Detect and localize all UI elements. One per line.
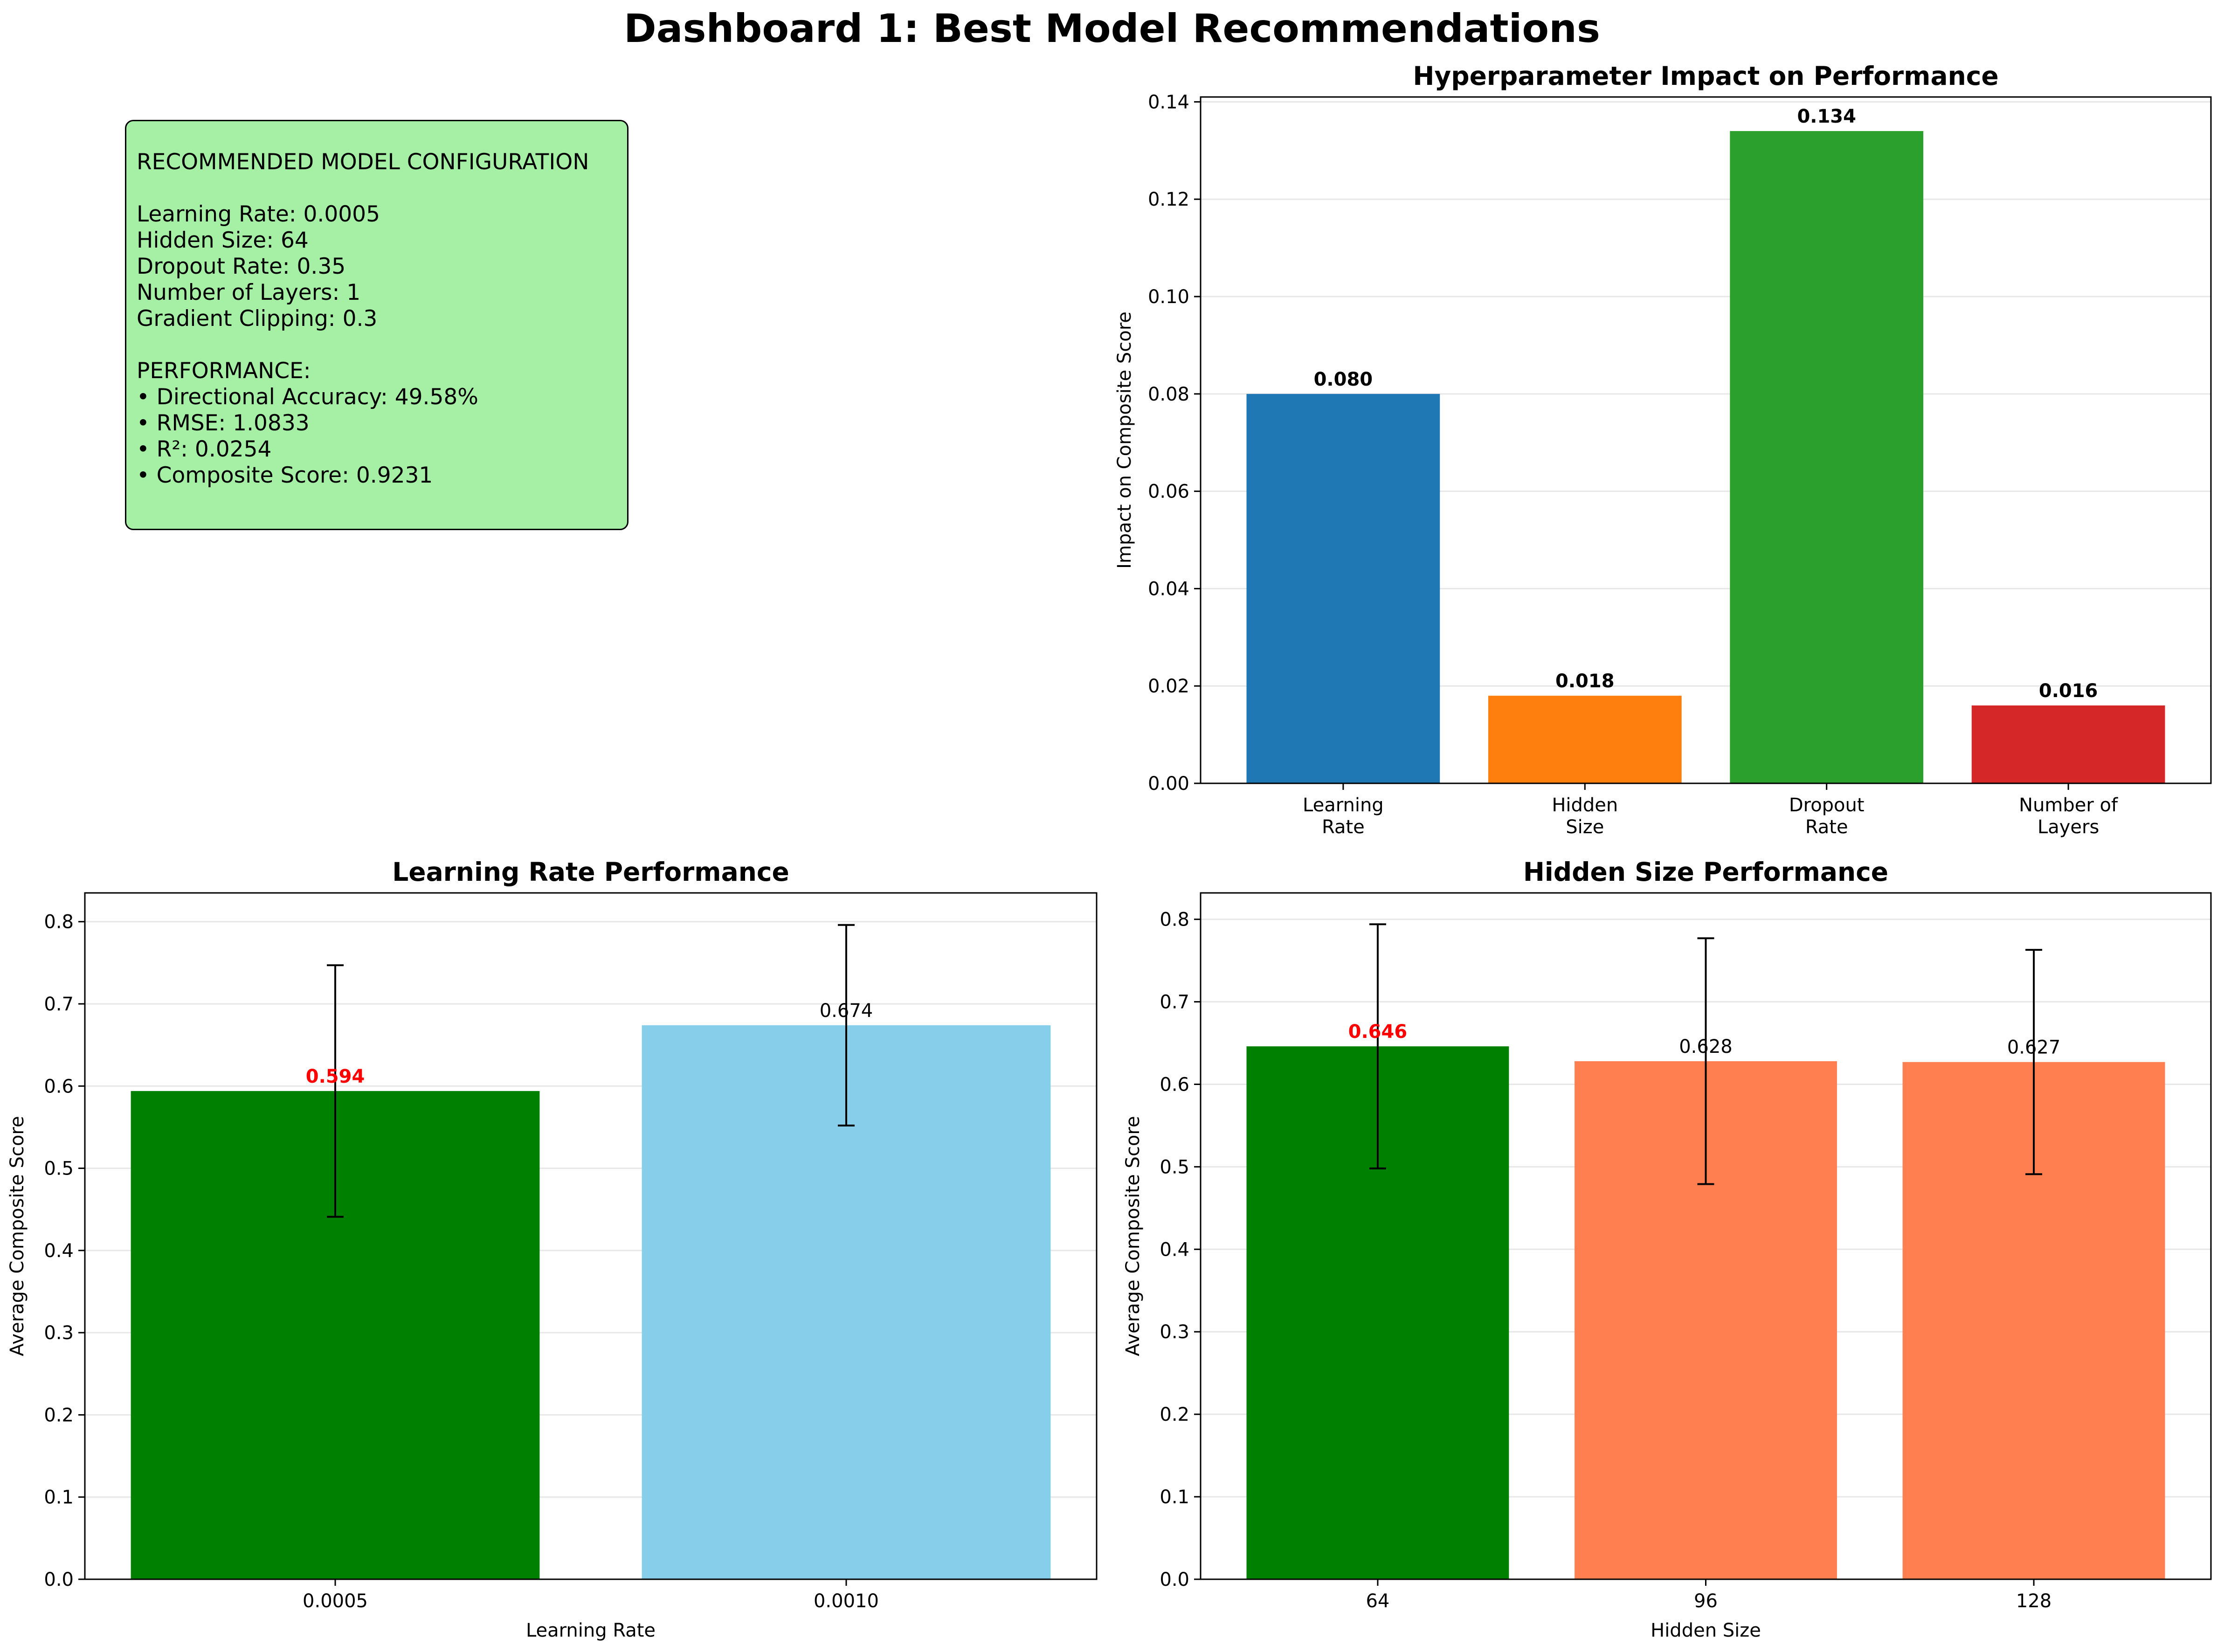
y-tick-label: 0.14	[1148, 91, 1189, 113]
x-tick-label: Number of Layers	[2019, 795, 2118, 838]
y-tick-label: 0.6	[44, 1076, 74, 1097]
x-axis-label-hs: Hidden Size	[1651, 1620, 1761, 1641]
value-label-impact-3: 0.016	[2039, 680, 2098, 702]
value-label-impact-2: 0.134	[1797, 106, 1856, 127]
y-tick-label: 0.7	[1160, 992, 1189, 1013]
y-tick-label: 0.08	[1148, 384, 1189, 405]
performance-rmse: • RMSE: 1.0833	[137, 410, 310, 436]
config-gradient-clipping: Gradient Clipping: 0.3	[137, 306, 378, 332]
x-tick-label: 128	[2016, 1590, 2051, 1612]
y-tick-label: 0.06	[1148, 481, 1189, 503]
y-tick-label: 0.8	[44, 912, 74, 933]
error-bar-lr-1	[837, 924, 855, 1127]
axes-frame	[84, 892, 1098, 1580]
y-tick-label: 0.00	[1148, 773, 1189, 795]
y-tick-label: 0.0	[1160, 1569, 1189, 1590]
performance-heading: PERFORMANCE:	[137, 358, 311, 384]
config-number-of-layers: Number of Layers: 1	[137, 280, 361, 305]
y-tick-label: 0.1	[44, 1487, 74, 1508]
performance-r2: • R²: 0.0254	[137, 436, 272, 462]
x-tick-label: 64	[1366, 1590, 1389, 1612]
x-axis-label-lr: Learning Rate	[526, 1620, 656, 1641]
y-tick-label: 0.04	[1148, 578, 1189, 600]
y-tick-label: 0.5	[1160, 1156, 1189, 1178]
y-tick-label: 0.3	[1160, 1321, 1189, 1343]
error-bar-hs-2	[2025, 949, 2043, 1175]
performance-composite-score: • Composite Score: 0.9231	[137, 463, 433, 488]
value-label-lr-0: 0.594	[306, 1066, 365, 1087]
value-label-hs-0: 0.646	[1348, 1021, 1408, 1043]
y-tick-label: 0.10	[1148, 286, 1189, 308]
bar-impact-2	[1730, 131, 1924, 783]
performance-directional-accuracy: • Directional Accuracy: 49.58%	[137, 384, 478, 410]
bar-impact-0	[1246, 394, 1440, 783]
chart-title-lr: Learning Rate Performance	[392, 857, 789, 887]
y-tick-label: 0.12	[1148, 189, 1189, 210]
y-tick-label: 0.0	[44, 1569, 74, 1590]
x-tick-label: Dropout Rate	[1789, 795, 1865, 838]
bar-impact-1	[1488, 696, 1682, 783]
value-label-impact-0: 0.080	[1314, 369, 1373, 390]
chart-hs: 0.646 0.628 0.627 0.0 0.1 0.2 0.3 0.4 0.5 0.6 0.7 0…	[1122, 857, 2212, 1641]
y-tick-label: 0.02	[1148, 676, 1189, 697]
y-tick-label: 0.7	[44, 994, 74, 1015]
y-axis-label-impact: Impact on Composite Score	[1114, 311, 1135, 569]
y-axis-label-hs: Average Composite Score	[1122, 1116, 1144, 1356]
y-axis-label-lr: Average Composite Score	[7, 1116, 28, 1356]
value-label-impact-1: 0.018	[1555, 670, 1615, 692]
value-label-lr-1: 0.674	[820, 1000, 873, 1022]
y-tick-label: 0.6	[1160, 1074, 1189, 1095]
value-label-hs-2: 0.627	[2007, 1037, 2061, 1058]
y-tick-label: 0.4	[44, 1240, 74, 1262]
config-hidden-size: Hidden Size: 64	[137, 228, 309, 253]
y-tick-label: 0.1	[1160, 1486, 1189, 1508]
y-tick-label: 0.3	[44, 1322, 74, 1344]
recommendation-heading: RECOMMENDED MODEL CONFIGURATION	[137, 149, 589, 175]
recommendation-box: RECOMMENDED MODEL CONFIGURATION Learning…	[125, 120, 629, 530]
axes-frame	[1200, 96, 2212, 784]
value-label-hs-1: 0.628	[1679, 1036, 1733, 1058]
config-dropout-rate: Dropout Rate: 0.35	[137, 254, 346, 279]
error-bar-hs-1	[1697, 937, 1714, 1185]
y-tick-label: 0.5	[44, 1158, 74, 1180]
x-tick-label: Learning Rate	[1303, 795, 1384, 838]
chart-lr: 0.594 0.674 0.0 0.1 0.2 0.3 0.4 0.5 0.6 0.7 0.8 0.0…	[7, 857, 1098, 1641]
dashboard-title: Dashboard 1: Best Model Recommendations	[624, 6, 1600, 51]
chart-title-impact: Hyperparameter Impact on Performance	[1413, 61, 1998, 91]
error-bar-hs-0	[1369, 923, 1386, 1169]
chart-impact: 0.080 0.018 0.134 0.016 0.00 0.02 0.04 0.06 0.08…	[1114, 61, 2212, 838]
bar-impact-3	[1971, 705, 2165, 783]
x-tick-label: 96	[1694, 1590, 1718, 1612]
x-tick-label: Hidden Size	[1552, 795, 1618, 838]
x-tick-label: 0.0010	[814, 1590, 879, 1612]
y-tick-label: 0.8	[1160, 909, 1189, 931]
x-tick-label: 0.0005	[303, 1590, 368, 1612]
y-tick-label: 0.2	[1160, 1404, 1189, 1425]
error-bar-lr-0	[327, 964, 344, 1218]
y-tick-label: 0.2	[44, 1404, 74, 1426]
chart-title-hs: Hidden Size Performance	[1523, 857, 1888, 887]
y-tick-label: 0.4	[1160, 1239, 1189, 1260]
config-learning-rate: Learning Rate: 0.0005	[137, 201, 380, 227]
